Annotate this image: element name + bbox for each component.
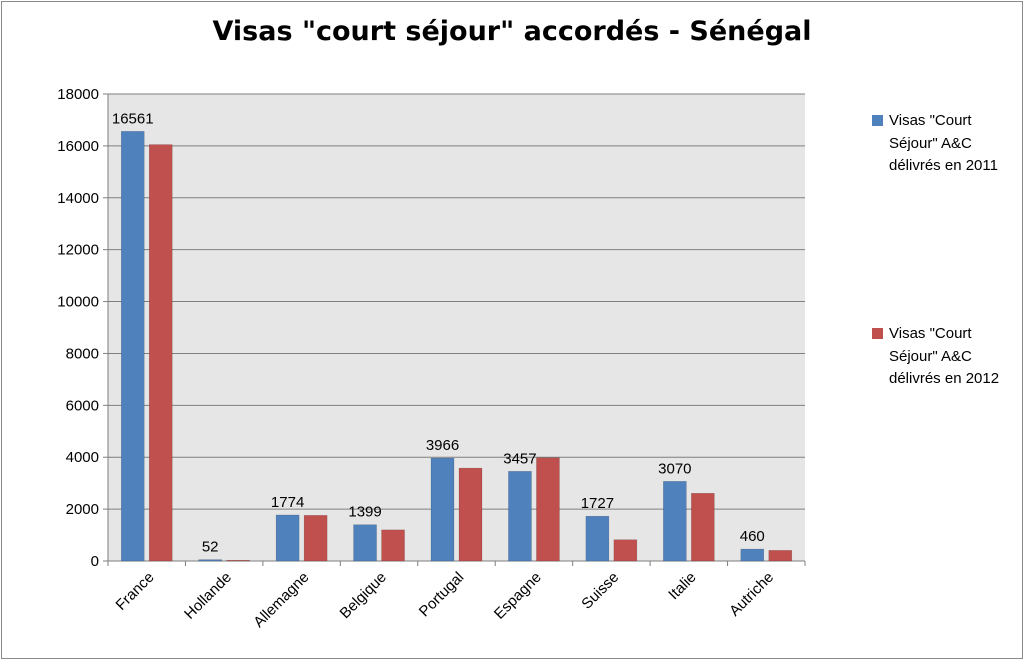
bar-2012 bbox=[381, 529, 405, 562]
y-tick-label: 14000 bbox=[57, 190, 99, 207]
bar-2011 bbox=[120, 131, 145, 562]
data-label: 1774 bbox=[271, 494, 304, 511]
legend-swatch-2011 bbox=[872, 115, 883, 126]
bar-2012 bbox=[691, 493, 715, 562]
category-label: Allemagne bbox=[250, 569, 312, 631]
bar-2011 bbox=[198, 559, 222, 562]
data-label: 1399 bbox=[348, 504, 381, 521]
bar-2012 bbox=[536, 457, 560, 562]
bar-2012 bbox=[613, 539, 638, 562]
category-label: Autriche bbox=[726, 569, 777, 620]
y-tick-label: 4000 bbox=[66, 449, 99, 466]
category-label: Espagne bbox=[491, 569, 545, 623]
y-tick-label: 18000 bbox=[57, 86, 99, 103]
category-label: Italie bbox=[665, 569, 699, 603]
data-label: 3070 bbox=[658, 460, 691, 477]
y-tick-label: 12000 bbox=[57, 242, 99, 259]
bar-2011 bbox=[740, 548, 765, 562]
bar-2011 bbox=[663, 481, 687, 562]
legend-label-2011: Visas "Court Séjour" A&C délivrés en 201… bbox=[889, 112, 998, 174]
bar-2011 bbox=[585, 515, 610, 562]
bar-2012 bbox=[148, 144, 173, 562]
category-label: Suisse bbox=[578, 569, 622, 613]
y-tick-label: 8000 bbox=[66, 345, 99, 362]
bar-2012 bbox=[768, 550, 793, 562]
category-label: Portugal bbox=[416, 569, 468, 621]
category-label: Hollande bbox=[181, 569, 235, 623]
legend-label-2012: Visas "Court Séjour" A&C délivrés en 201… bbox=[889, 325, 1000, 387]
bar-2011 bbox=[508, 471, 532, 562]
y-tick-label: 6000 bbox=[66, 397, 99, 414]
y-tick-label: 16000 bbox=[57, 138, 99, 155]
plot-area bbox=[108, 94, 805, 561]
y-tick-label: 2000 bbox=[66, 501, 99, 518]
y-tick-label: 10000 bbox=[57, 294, 99, 311]
bar-2011 bbox=[353, 524, 377, 562]
bar-2012 bbox=[226, 559, 250, 562]
category-label: France bbox=[113, 569, 158, 614]
legend-swatch-2012 bbox=[872, 328, 883, 339]
bar-2012 bbox=[303, 515, 328, 562]
bar-2012 bbox=[458, 467, 483, 562]
data-label: 1727 bbox=[581, 495, 614, 512]
data-label: 3966 bbox=[426, 437, 459, 454]
chart-title: Visas "court séjour" accordés - Sénégal bbox=[212, 16, 812, 47]
data-label: 460 bbox=[740, 528, 765, 545]
bar-2011 bbox=[275, 514, 300, 562]
y-tick-label: 0 bbox=[91, 553, 99, 570]
data-label: 16561 bbox=[112, 110, 154, 127]
data-label: 3457 bbox=[503, 450, 536, 467]
category-label: Belgique bbox=[337, 569, 390, 622]
data-label: 52 bbox=[202, 539, 219, 556]
bar-2011 bbox=[430, 457, 455, 562]
